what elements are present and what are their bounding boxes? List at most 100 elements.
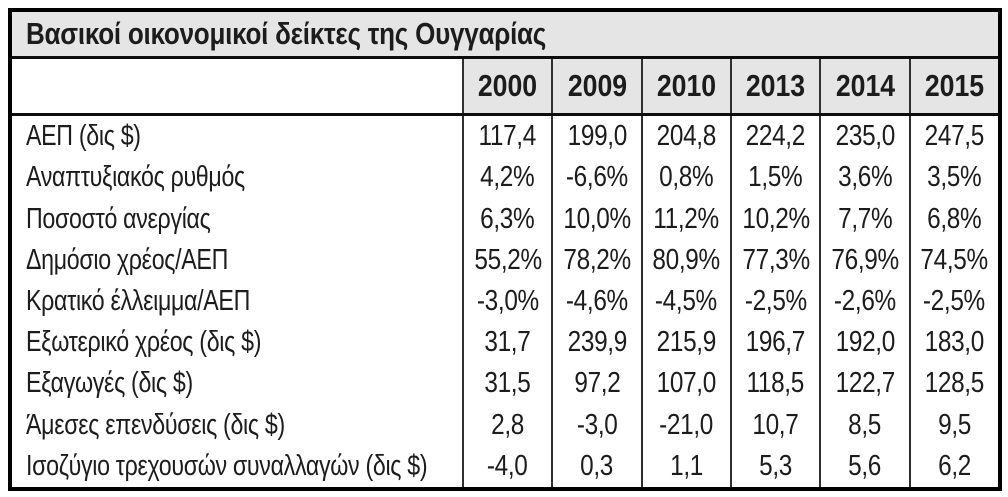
data-cell: -6,6% [551, 157, 640, 199]
data-cell: 78,2% [551, 239, 640, 281]
row-label-cell: Εξαγωγές (δις $) [12, 363, 462, 404]
data-cell: 6,2 [908, 445, 998, 487]
table-row-growth-rate: Αναπτυξιακός ρυθμός 4,2% -6,6% 0,8% 1,5%… [12, 157, 998, 199]
row-label-cell: Δημόσιο χρέος/ΑΕΠ [12, 240, 462, 281]
cell-value: 10,7 [752, 408, 799, 441]
year-header-2010: 2010 [640, 59, 730, 113]
data-cell: 97,2 [551, 363, 640, 405]
cell-value: 1,1 [669, 449, 703, 482]
cell-value: 183,0 [924, 326, 985, 359]
cell-value: 6,8% [927, 202, 982, 235]
table-row-gdp: ΑΕΠ (δις $) 117,4 199,0 204,8 224,2 235,… [12, 116, 998, 158]
data-cell: 0,3 [551, 445, 640, 487]
data-cell: 6,3% [462, 198, 551, 240]
data-cell: 3,6% [819, 157, 908, 199]
data-cell: 1,5% [730, 157, 819, 199]
data-cell: 1,1 [640, 445, 730, 487]
data-cell: 204,8 [640, 116, 730, 158]
year-header-2000: 2000 [462, 59, 552, 113]
data-cell: 107,0 [640, 363, 730, 405]
data-cell: -4,5% [640, 280, 730, 323]
cell-value: 235,0 [835, 120, 895, 153]
data-cell: 192,0 [819, 322, 908, 364]
data-cell: 239,9 [551, 322, 640, 364]
year-label: 2010 [656, 68, 716, 103]
row-label-cell: Ισοζύγιο τρεχουσών συναλλαγών (δις $) [12, 446, 462, 487]
cell-value: 76,9% [831, 243, 899, 276]
table-row-external-debt: Εξωτερικό χρέος (δις $) 31,7 239,9 215,9… [12, 322, 998, 364]
cell-value: 31,7 [484, 326, 531, 359]
data-cell: 11,2% [640, 198, 730, 240]
cell-value: 74,5% [920, 243, 989, 276]
data-cell: -4,6% [551, 280, 640, 323]
year-header-row: 2000 2009 2010 2013 2014 2015 [12, 59, 998, 116]
cell-value: 215,9 [656, 326, 717, 359]
data-cell: 117,4 [462, 116, 551, 158]
cell-value: 6,2 [937, 449, 971, 482]
cell-value: -3,0% [476, 284, 539, 317]
data-cell: -21,0 [640, 404, 730, 446]
cell-value: 1,5% [748, 161, 804, 194]
cell-value: 2,8 [491, 408, 525, 441]
row-label: Εξωτερικό χρέος (δις $) [26, 326, 262, 359]
data-cell: 247,5 [908, 116, 998, 158]
year-header-2009: 2009 [551, 59, 641, 113]
year-label: 2000 [477, 68, 538, 103]
cell-value: 247,5 [924, 120, 985, 153]
cell-value: 4,2% [480, 161, 536, 194]
table-row-direct-investments: Άμεσες επενδύσεις (δις $) 2,8 -3,0 -21,0… [12, 404, 998, 446]
cell-value: 0,8% [659, 161, 714, 194]
data-cell: 183,0 [908, 322, 998, 364]
cell-value: -2,5% [744, 284, 807, 317]
cell-value: -3,0 [576, 408, 618, 441]
row-label-cell: ΑΕΠ (δις $) [12, 116, 462, 157]
cell-value: 10,2% [741, 202, 810, 235]
data-cell: 31,5 [462, 363, 551, 405]
table-title-bar: Βασικοί οικονομικοί δείκτες της Ουγγαρία… [12, 12, 998, 59]
cell-value: 117,4 [478, 120, 537, 153]
data-cell: 5,6 [819, 445, 908, 487]
data-cell: -2,5% [730, 280, 819, 323]
cell-value: 204,8 [656, 120, 717, 153]
cell-value: 128,5 [924, 367, 985, 400]
cell-value: 6,3% [480, 202, 536, 235]
cell-value: 31,5 [484, 367, 531, 400]
table-row-current-account: Ισοζύγιο τρεχουσών συναλλαγών (δις $) -4… [12, 445, 998, 487]
cell-value: 192,0 [835, 326, 895, 359]
cell-value: -6,6% [566, 161, 628, 194]
cell-value: 239,9 [567, 326, 627, 359]
cell-value: 77,3% [741, 243, 810, 276]
table-row-unemployment: Ποσοστό ανεργίας 6,3% 10,0% 11,2% 10,2% … [12, 198, 998, 240]
year-header-2015: 2015 [908, 59, 998, 113]
year-label: 2014 [835, 68, 895, 103]
cell-value: 122,7 [835, 367, 895, 400]
row-label: Ισοζύγιο τρεχουσών συναλλαγών (δις $) [26, 449, 428, 482]
data-cell: 31,7 [462, 322, 551, 364]
cell-value: 11,2% [653, 202, 720, 235]
data-cell: 3,5% [908, 157, 998, 199]
data-cell: 6,8% [908, 198, 998, 240]
economic-indicators-table: Βασικοί οικονομικοί δείκτες της Ουγγαρία… [8, 8, 1002, 491]
cell-value: 55,2% [473, 243, 542, 276]
data-cell: -3,0% [462, 280, 551, 323]
row-label-cell: Εξωτερικό χρέος (δις $) [12, 322, 462, 363]
data-cell: 76,9% [819, 239, 908, 281]
table-row-state-deficit: Κρατικό έλλειμμα/ΑΕΠ -3,0% -4,6% -4,5% -… [12, 280, 998, 323]
data-cell: 5,3 [730, 445, 819, 487]
row-label: ΑΕΠ (δις $) [26, 120, 141, 153]
cell-value: -4,5% [655, 284, 718, 317]
table-row-public-debt: Δημόσιο χρέος/ΑΕΠ 55,2% 78,2% 80,9% 77,3… [12, 239, 998, 281]
data-cell: -2,5% [908, 280, 998, 323]
cell-value: 7,7% [837, 202, 893, 235]
cell-value: -4,0 [487, 449, 528, 482]
data-cell: -2,6% [819, 280, 908, 323]
data-cell: 8,5 [819, 404, 908, 446]
cell-value: 3,5% [927, 161, 982, 194]
data-cell: 9,5 [908, 404, 998, 446]
row-label-cell: Άμεσες επενδύσεις (δις $) [12, 405, 462, 446]
data-cell: 10,0% [551, 198, 640, 240]
data-cell: 118,5 [730, 363, 819, 405]
data-cell: 215,9 [640, 322, 730, 364]
cell-value: 196,7 [746, 326, 806, 359]
year-label: 2013 [745, 68, 806, 103]
